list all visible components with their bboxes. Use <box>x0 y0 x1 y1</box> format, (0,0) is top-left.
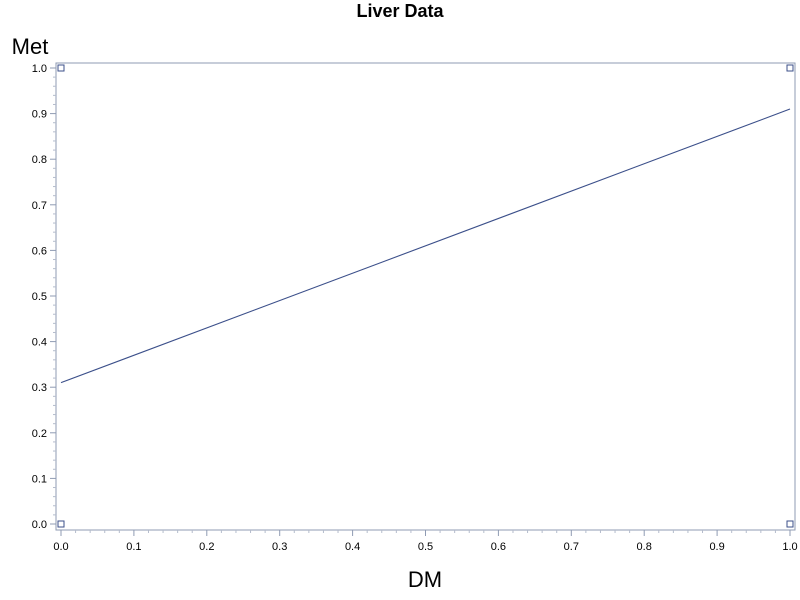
x-tick-label: 0.3 <box>272 541 287 553</box>
series-layer <box>60 108 791 384</box>
y-tick-label: 1.0 <box>32 63 47 75</box>
data-point-marker <box>786 64 794 72</box>
y-tick-label: 0.6 <box>32 245 47 257</box>
x-tick-label: 0.5 <box>418 541 433 553</box>
y-tick-label: 0.0 <box>32 519 47 531</box>
y-tick-label: 0.5 <box>32 291 47 303</box>
y-tick-label: 0.7 <box>32 200 47 212</box>
y-tick-label: 0.2 <box>32 428 47 440</box>
x-tick-label: 0.9 <box>709 541 724 553</box>
data-point-marker <box>57 520 65 528</box>
x-tick-label: 0.7 <box>564 541 579 553</box>
x-axis-label: DM <box>408 567 442 592</box>
chart-title: Liver Data <box>356 1 444 21</box>
y-tick-label: 0.9 <box>32 109 47 121</box>
y-tick-label: 0.8 <box>32 154 47 166</box>
x-axis: 0.0 0.1 0.2 0.3 0.4 0.5 0.6 0.7 0.8 0.9 1.0 <box>53 530 798 553</box>
x-tick-label: 1.0 <box>782 541 797 553</box>
plot-frame <box>55 62 796 531</box>
y-tick-label: 0.4 <box>32 337 47 349</box>
marker-layer <box>57 64 794 528</box>
x-tick-label: 0.0 <box>53 541 68 553</box>
data-point-marker <box>57 64 65 72</box>
y-tick-label: 0.3 <box>32 382 47 394</box>
data-point-marker <box>786 520 794 528</box>
x-tick-label: 0.1 <box>126 541 141 553</box>
x-tick-label: 0.2 <box>199 541 214 553</box>
x-tick-label: 0.6 <box>491 541 506 553</box>
y-axis: 0.0 0.1 0.2 0.3 0.4 0.5 0.6 0.7 0.8 0.9 1.0 <box>32 63 56 531</box>
x-tick-label: 0.4 <box>345 541 360 553</box>
series-line-0 <box>60 108 791 384</box>
y-tick-label: 0.1 <box>32 473 47 485</box>
y-axis-label: Met <box>12 34 49 59</box>
x-tick-label: 0.8 <box>637 541 652 553</box>
